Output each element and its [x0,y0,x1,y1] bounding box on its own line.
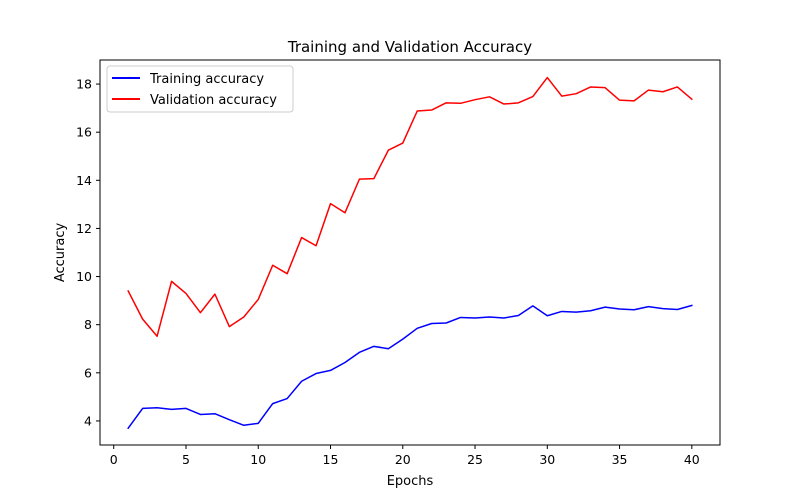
y-tick-label: 4 [84,413,92,428]
legend-label-training: Training accuracy [149,72,264,87]
y-tick-label: 12 [76,221,92,236]
legend-box [106,65,294,113]
x-axis-label: Epochs [387,474,434,489]
series-lines [127,76,693,430]
chart-title: Training and Validation Accuracy [287,38,532,56]
x-tick-label: 30 [539,452,555,467]
x-tick-label: 35 [612,452,628,467]
y-tick-label: 16 [76,125,92,140]
y-tick-label: 8 [84,317,92,332]
y-axis-label: Accuracy [53,223,68,283]
x-tick-label: 20 [395,452,411,467]
y-tick-label: 6 [84,365,92,380]
y-axis: 4 6 8 10 12 14 16 18 [76,77,100,428]
x-tick-label: 40 [684,452,700,467]
x-tick-label: 15 [323,452,339,467]
x-tick-label: 25 [467,452,483,467]
plot-frame [99,59,721,446]
x-axis: 0 5 10 15 20 25 30 35 40 [110,445,700,467]
x-tick-label: 0 [110,452,118,467]
y-tick-label: 14 [76,173,92,188]
x-tick-label: 10 [250,452,266,467]
legend-label-validation: Validation accuracy [150,93,277,108]
y-tick-label: 18 [76,77,92,92]
legend: Training accuracy Validation accuracy [106,65,294,113]
x-tick-label: 5 [182,452,190,467]
y-tick-label: 10 [76,269,92,284]
plot-area [99,59,721,446]
series-line-validation-accuracy [127,76,693,337]
series-line-training-accuracy [127,304,693,430]
